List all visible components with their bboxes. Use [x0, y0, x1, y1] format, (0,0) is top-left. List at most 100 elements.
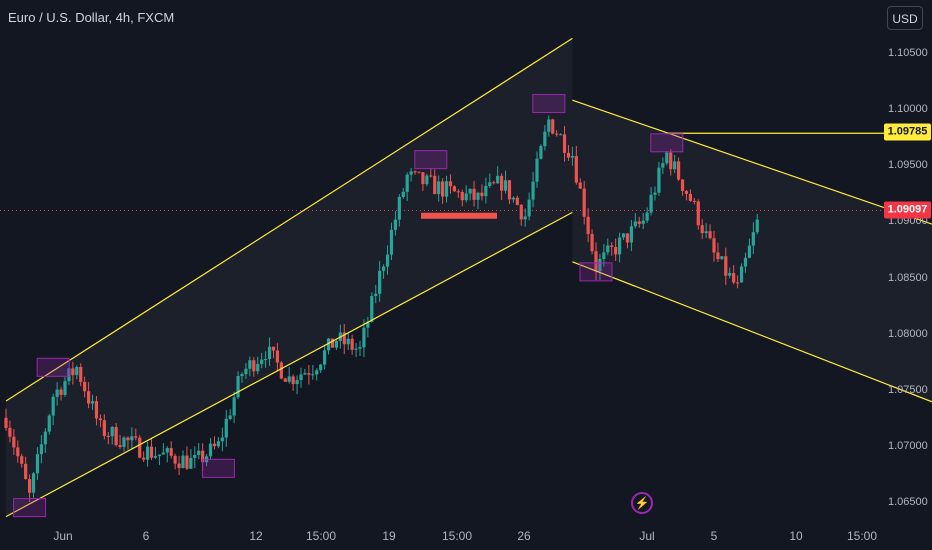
candle-body-126	[500, 175, 504, 191]
candle-body-101	[401, 191, 405, 197]
candle-body-74	[295, 379, 299, 385]
falling-channel-fill	[572, 100, 932, 402]
candle-body-72	[287, 376, 291, 382]
candle-body-148	[586, 216, 590, 234]
box-jun8-low	[201, 458, 235, 478]
candle-body-169	[669, 152, 673, 170]
candle-body-176	[696, 201, 700, 226]
candle-body-3	[16, 447, 20, 457]
candle-body-151	[598, 258, 602, 272]
candle-body-178	[704, 231, 708, 234]
candle-body-19	[79, 366, 83, 382]
candle-body-163	[645, 212, 649, 221]
candle-body-116	[460, 191, 464, 201]
candle-body-24	[98, 418, 102, 421]
candle-body-33	[134, 436, 138, 438]
candle-body-36	[146, 446, 150, 460]
candle-body-87	[346, 338, 350, 345]
candle-body-54	[216, 441, 220, 447]
candle-body-153	[606, 245, 610, 253]
candle-body-167	[661, 163, 665, 168]
candle-body-171	[677, 161, 681, 180]
candle-body-68	[271, 346, 276, 351]
candle-body-66	[264, 359, 268, 361]
candle-body-141	[559, 134, 563, 136]
candle-body-147	[582, 188, 586, 217]
candle-body-186	[736, 282, 740, 284]
candle-body-63	[252, 360, 256, 372]
y-tick-label: 1.10500	[888, 47, 928, 59]
candle-body-52	[208, 443, 213, 457]
candle-body-79	[315, 370, 319, 375]
candle-body-122	[484, 185, 488, 197]
candle-body-154	[610, 245, 614, 248]
candle-body-94	[374, 293, 378, 296]
candle-body-6	[28, 479, 32, 493]
falling-channel-lower-line	[572, 261, 932, 403]
box-jun22-high	[532, 94, 566, 114]
y-tick-label: 1.08000	[888, 327, 928, 340]
candle-body-149	[590, 233, 594, 252]
candle-body-157	[621, 233, 626, 238]
x-tick-label: 19	[382, 529, 396, 543]
candle-body-143	[566, 152, 571, 158]
candle-body-60	[240, 373, 244, 377]
candle-body-140	[555, 133, 559, 135]
candle-body-133	[527, 199, 531, 217]
candle-body-84	[334, 340, 338, 348]
candle-body-104	[413, 171, 417, 173]
candle-body-179	[708, 231, 712, 239]
candle-body-190	[751, 232, 755, 246]
y-tick-label: 1.08500	[888, 271, 928, 284]
candle-body-155	[614, 247, 618, 255]
candle-body-23	[94, 401, 99, 419]
candle-body-168	[665, 152, 669, 164]
candle-body-15	[63, 381, 67, 395]
candle-body-182	[720, 256, 724, 260]
candle-body-18	[75, 366, 79, 376]
candle-body-138	[547, 119, 551, 132]
candle-body-185	[732, 272, 736, 283]
candle-body-188	[743, 257, 748, 267]
candle-body-131	[519, 204, 523, 220]
candle-body-180	[712, 238, 716, 253]
candle-body-29	[118, 445, 122, 447]
candle-body-109	[433, 175, 437, 195]
candle-body-166	[657, 167, 661, 193]
candle-body-20	[83, 381, 87, 392]
candle-body-132	[523, 216, 527, 220]
candle-body-95	[378, 270, 382, 294]
lightning-bolt-icon[interactable]: ⚡	[631, 492, 653, 514]
candle-body-76	[303, 373, 307, 375]
candle-body-30	[122, 437, 126, 447]
candle-body-130	[515, 197, 519, 205]
x-tick-label: 15:00	[305, 529, 337, 543]
candle-body-175	[692, 200, 696, 202]
currency-button[interactable]: USD	[887, 6, 923, 30]
candle-body-25	[102, 420, 106, 436]
candle-body-31	[126, 437, 130, 441]
candle-body-22	[90, 401, 95, 404]
candle-body-82	[326, 338, 331, 351]
candle-body-107	[425, 175, 429, 185]
candle-body-191	[755, 219, 759, 233]
candle-body-115	[456, 191, 460, 193]
candle-body-99	[393, 219, 397, 230]
candle-body-78	[311, 374, 315, 376]
candle-body-187	[739, 266, 744, 283]
candle-body-123	[488, 182, 492, 186]
level-price-tag: 1.09785	[884, 123, 931, 141]
candle-body-83	[330, 338, 335, 348]
candle-body-184	[728, 272, 732, 276]
candle-body-41	[165, 448, 169, 453]
candle-body-37	[149, 446, 154, 458]
candle-body-146	[578, 182, 582, 189]
x-tick-label: 10	[789, 529, 803, 543]
candle-body-93	[370, 295, 374, 322]
candle-body-17	[71, 368, 75, 376]
candle-body-174	[688, 193, 692, 201]
candle-body-144	[570, 155, 574, 158]
candle-body-0	[4, 417, 8, 428]
